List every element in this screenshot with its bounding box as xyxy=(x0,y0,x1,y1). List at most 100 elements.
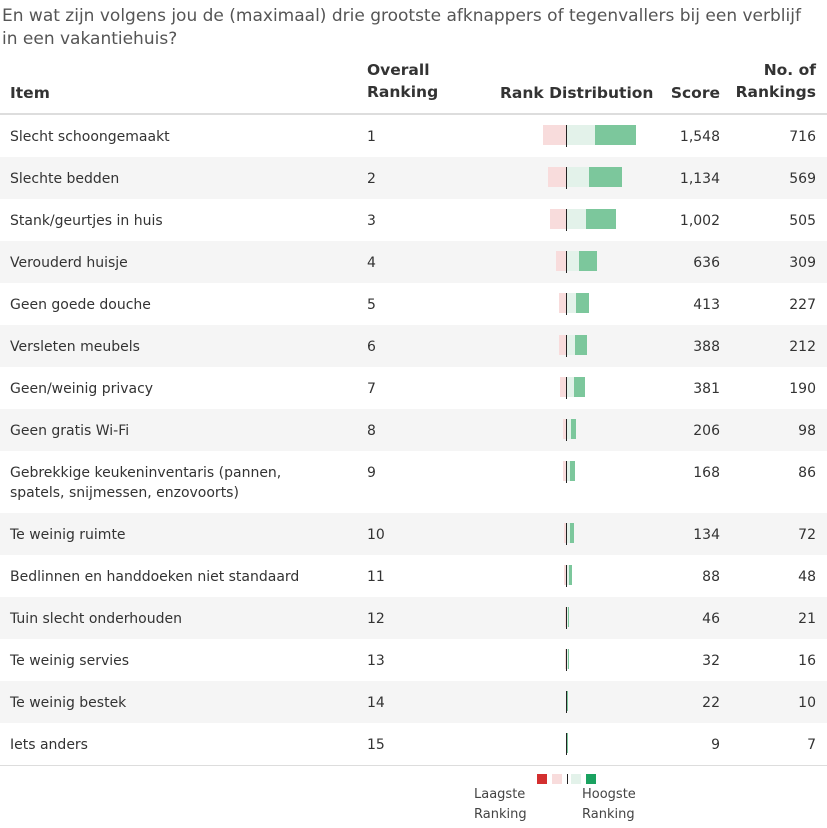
table-row[interactable]: Slecht schoongemaakt 1 1,548 716 xyxy=(0,115,827,157)
row-no-of-rankings: 716 xyxy=(789,129,816,145)
dist-segment-mid xyxy=(567,209,587,229)
rank-distribution-bar xyxy=(500,639,660,681)
footer-divider xyxy=(0,765,827,766)
rank-distribution-bar xyxy=(500,115,660,157)
header-rank-distribution[interactable]: Rank Distribution xyxy=(500,84,654,102)
row-no-of-rankings: 21 xyxy=(798,611,816,627)
row-item-label: Geen/weinig privacy xyxy=(10,381,154,397)
rank-distribution-bar xyxy=(500,241,660,283)
row-no-of-rankings: 98 xyxy=(798,423,816,439)
dist-segment-mid xyxy=(567,335,576,355)
dist-segment-low xyxy=(547,167,566,187)
legend-lowest-label: Laagste Ranking xyxy=(474,785,527,825)
dist-axis-line xyxy=(566,335,567,357)
dist-segment-high xyxy=(586,209,616,229)
table-row[interactable]: Bedlinnen en handdoeken niet standaard 11… xyxy=(0,555,827,597)
row-overall-ranking: 13 xyxy=(367,653,385,669)
dist-axis-line xyxy=(566,607,567,629)
row-overall-ranking: 6 xyxy=(367,339,376,355)
rank-distribution-bar xyxy=(500,555,660,597)
table-row[interactable]: Gebrekkige keukeninventaris (pannen, spa… xyxy=(0,451,827,513)
dist-segment-high xyxy=(588,167,622,187)
header-count-line1: No. of xyxy=(763,61,816,79)
rank-distribution-bar xyxy=(500,451,660,493)
row-no-of-rankings: 569 xyxy=(789,171,816,187)
dist-segment-mid xyxy=(567,607,568,627)
dist-segment-low xyxy=(549,209,566,229)
legend-swatch-low xyxy=(552,774,562,784)
table-row[interactable]: Geen gratis Wi-Fi 8 206 98 xyxy=(0,409,827,451)
table-row[interactable]: Slechte bedden 2 1,134 569 xyxy=(0,157,827,199)
legend-swatch-neutral xyxy=(567,774,568,784)
table-row[interactable]: Iets anders 15 9 7 xyxy=(0,723,827,765)
legend-highest-line1: Hoogste xyxy=(582,787,636,802)
dist-segment-mid xyxy=(567,461,571,481)
row-no-of-rankings: 505 xyxy=(789,213,816,229)
table-row[interactable]: Geen/weinig privacy 7 381 190 xyxy=(0,367,827,409)
ranking-table-body: Slecht schoongemaakt 1 1,548 716 Slechte bed… xyxy=(0,115,827,765)
dist-segment-low xyxy=(565,607,566,627)
dist-segment-high xyxy=(568,565,572,585)
header-overall-ranking[interactable]: Overall Ranking xyxy=(367,59,438,103)
header-no-of-rankings[interactable]: No. of Rankings xyxy=(736,59,816,103)
row-score: 388 xyxy=(693,339,720,355)
dist-segment-mid xyxy=(567,523,570,543)
legend-lowest-line2: Ranking xyxy=(474,807,527,822)
dist-segment-high xyxy=(578,251,597,271)
table-row[interactable]: Versleten meubels 6 388 212 xyxy=(0,325,827,367)
dist-segment-high xyxy=(570,461,576,481)
rank-distribution-bar xyxy=(500,597,660,639)
table-row[interactable]: Tuin slecht onderhouden 12 46 21 xyxy=(0,597,827,639)
row-score: 46 xyxy=(702,611,720,627)
dist-axis-line xyxy=(566,733,567,755)
dist-segment-high xyxy=(569,523,574,543)
legend-swatch-lowest xyxy=(537,774,547,784)
question-text: En wat zijn volgens jou de (maximaal) dr… xyxy=(2,6,801,49)
dist-segment-high xyxy=(575,335,588,355)
row-no-of-rankings: 10 xyxy=(798,695,816,711)
table-row[interactable]: Verouderd huisje 4 636 309 xyxy=(0,241,827,283)
dist-axis-line xyxy=(566,461,567,483)
header-count-line2: Rankings xyxy=(735,83,816,101)
row-item-label: Versleten meubels xyxy=(10,339,140,355)
dist-segment-mid xyxy=(567,293,576,313)
row-score: 1,134 xyxy=(679,171,720,187)
row-overall-ranking: 15 xyxy=(367,737,385,753)
row-item-label: Te weinig servies xyxy=(10,653,130,669)
rank-distribution-bar xyxy=(500,325,660,367)
dist-axis-line xyxy=(566,167,567,189)
dist-axis-line xyxy=(566,251,567,273)
table-header: Item Overall Ranking Rank Distribution S… xyxy=(0,58,827,113)
table-row[interactable]: Te weinig bestek 14 22 10 xyxy=(0,681,827,723)
rank-distribution-bar xyxy=(500,681,660,723)
row-score: 381 xyxy=(693,381,720,397)
dist-segment-low xyxy=(556,251,566,271)
table-row[interactable]: Stank/geurtjes in huis 3 1,002 505 xyxy=(0,199,827,241)
row-no-of-rankings: 190 xyxy=(789,381,816,397)
row-no-of-rankings: 309 xyxy=(789,255,816,271)
table-row[interactable]: Te weinig servies 13 32 16 xyxy=(0,639,827,681)
row-item-label: Slechte bedden xyxy=(10,171,120,187)
row-no-of-rankings: 72 xyxy=(798,527,816,543)
dist-axis-line xyxy=(566,377,567,399)
dist-segment-high xyxy=(567,649,569,669)
legend-highest-label: Hoogste Ranking xyxy=(582,785,636,825)
dist-segment-low xyxy=(563,523,566,543)
rank-distribution-bar xyxy=(500,199,660,241)
dist-segment-low xyxy=(543,125,566,145)
header-item[interactable]: Item xyxy=(10,84,50,102)
dist-segment-low xyxy=(562,419,566,439)
header-score[interactable]: Score xyxy=(670,84,720,102)
dist-axis-line xyxy=(566,565,567,587)
rank-distribution-bar xyxy=(500,513,660,555)
table-row[interactable]: Te weinig ruimte 10 134 72 xyxy=(0,513,827,555)
row-no-of-rankings: 7 xyxy=(807,737,816,753)
rank-distribution-bar xyxy=(500,157,660,199)
dist-segment-mid xyxy=(567,377,575,397)
table-row[interactable]: Geen goede douche 5 413 227 xyxy=(0,283,827,325)
row-no-of-rankings: 16 xyxy=(798,653,816,669)
dist-segment-low xyxy=(558,293,566,313)
rank-distribution-bar xyxy=(500,723,660,765)
row-item-label: Iets anders xyxy=(10,737,88,753)
row-overall-ranking: 10 xyxy=(367,527,385,543)
